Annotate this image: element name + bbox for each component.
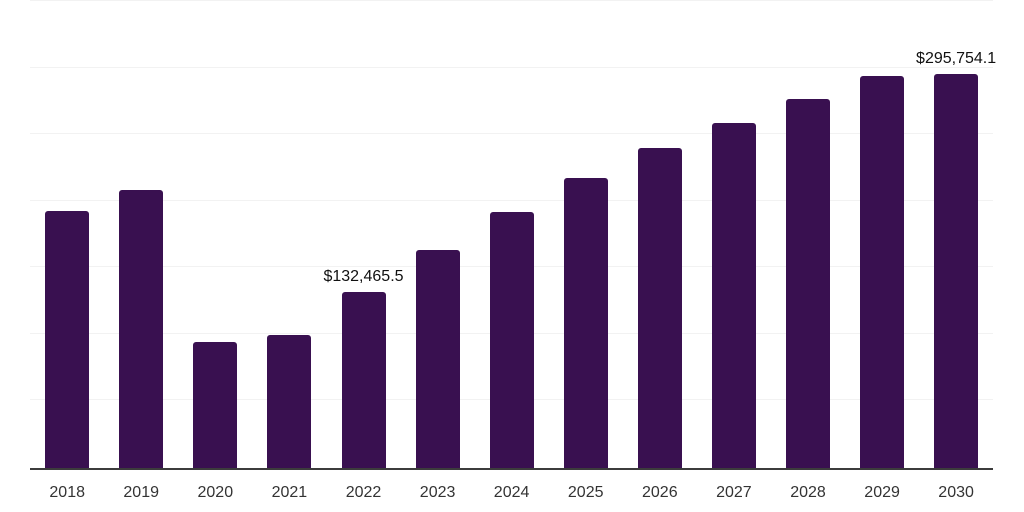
- bar-2028: [786, 99, 830, 468]
- x-axis-label-2019: 2019: [123, 484, 159, 501]
- data-label-2022: $132,465.5: [323, 267, 404, 285]
- bar-2019: [119, 189, 164, 468]
- gridline-350000: [30, 0, 993, 1]
- bar-2020: [193, 341, 238, 468]
- bar-2027: [711, 123, 756, 468]
- x-axis-label-2027: 2027: [716, 484, 752, 501]
- x-axis-label-2028: 2028: [790, 484, 826, 501]
- bar-2021: [267, 335, 312, 468]
- x-axis-label-2018: 2018: [49, 484, 85, 501]
- bar-2024: [489, 211, 534, 468]
- bar-2030: [934, 74, 979, 468]
- gridline-300000: [30, 66, 993, 68]
- x-axis-label-2029: 2029: [864, 484, 900, 501]
- bar-2018: [45, 211, 90, 468]
- bar-2023: [415, 249, 460, 468]
- x-axis-label-2023: 2023: [419, 484, 456, 501]
- x-axis-label-2021: 2021: [271, 484, 308, 501]
- data-label-2030: $295,754.1: [916, 50, 997, 68]
- gridline-250000: [30, 133, 993, 135]
- x-axis-label-2030: 2030: [938, 484, 974, 501]
- bar-2029: [860, 76, 905, 468]
- bar-2026: [637, 147, 682, 468]
- x-axis-label-2024: 2024: [493, 484, 530, 501]
- x-axis-label-2025: 2025: [567, 484, 604, 501]
- x-axis-label-2022: 2022: [345, 484, 382, 501]
- x-axis-label-2026: 2026: [642, 484, 678, 501]
- x-axis-label-2020: 2020: [197, 484, 234, 501]
- bar-2025: [563, 177, 608, 468]
- gridline-200000: [30, 199, 993, 201]
- plot-area: $132,465.5 $295,754.1: [30, 0, 996, 470]
- bar-2022: [341, 291, 386, 468]
